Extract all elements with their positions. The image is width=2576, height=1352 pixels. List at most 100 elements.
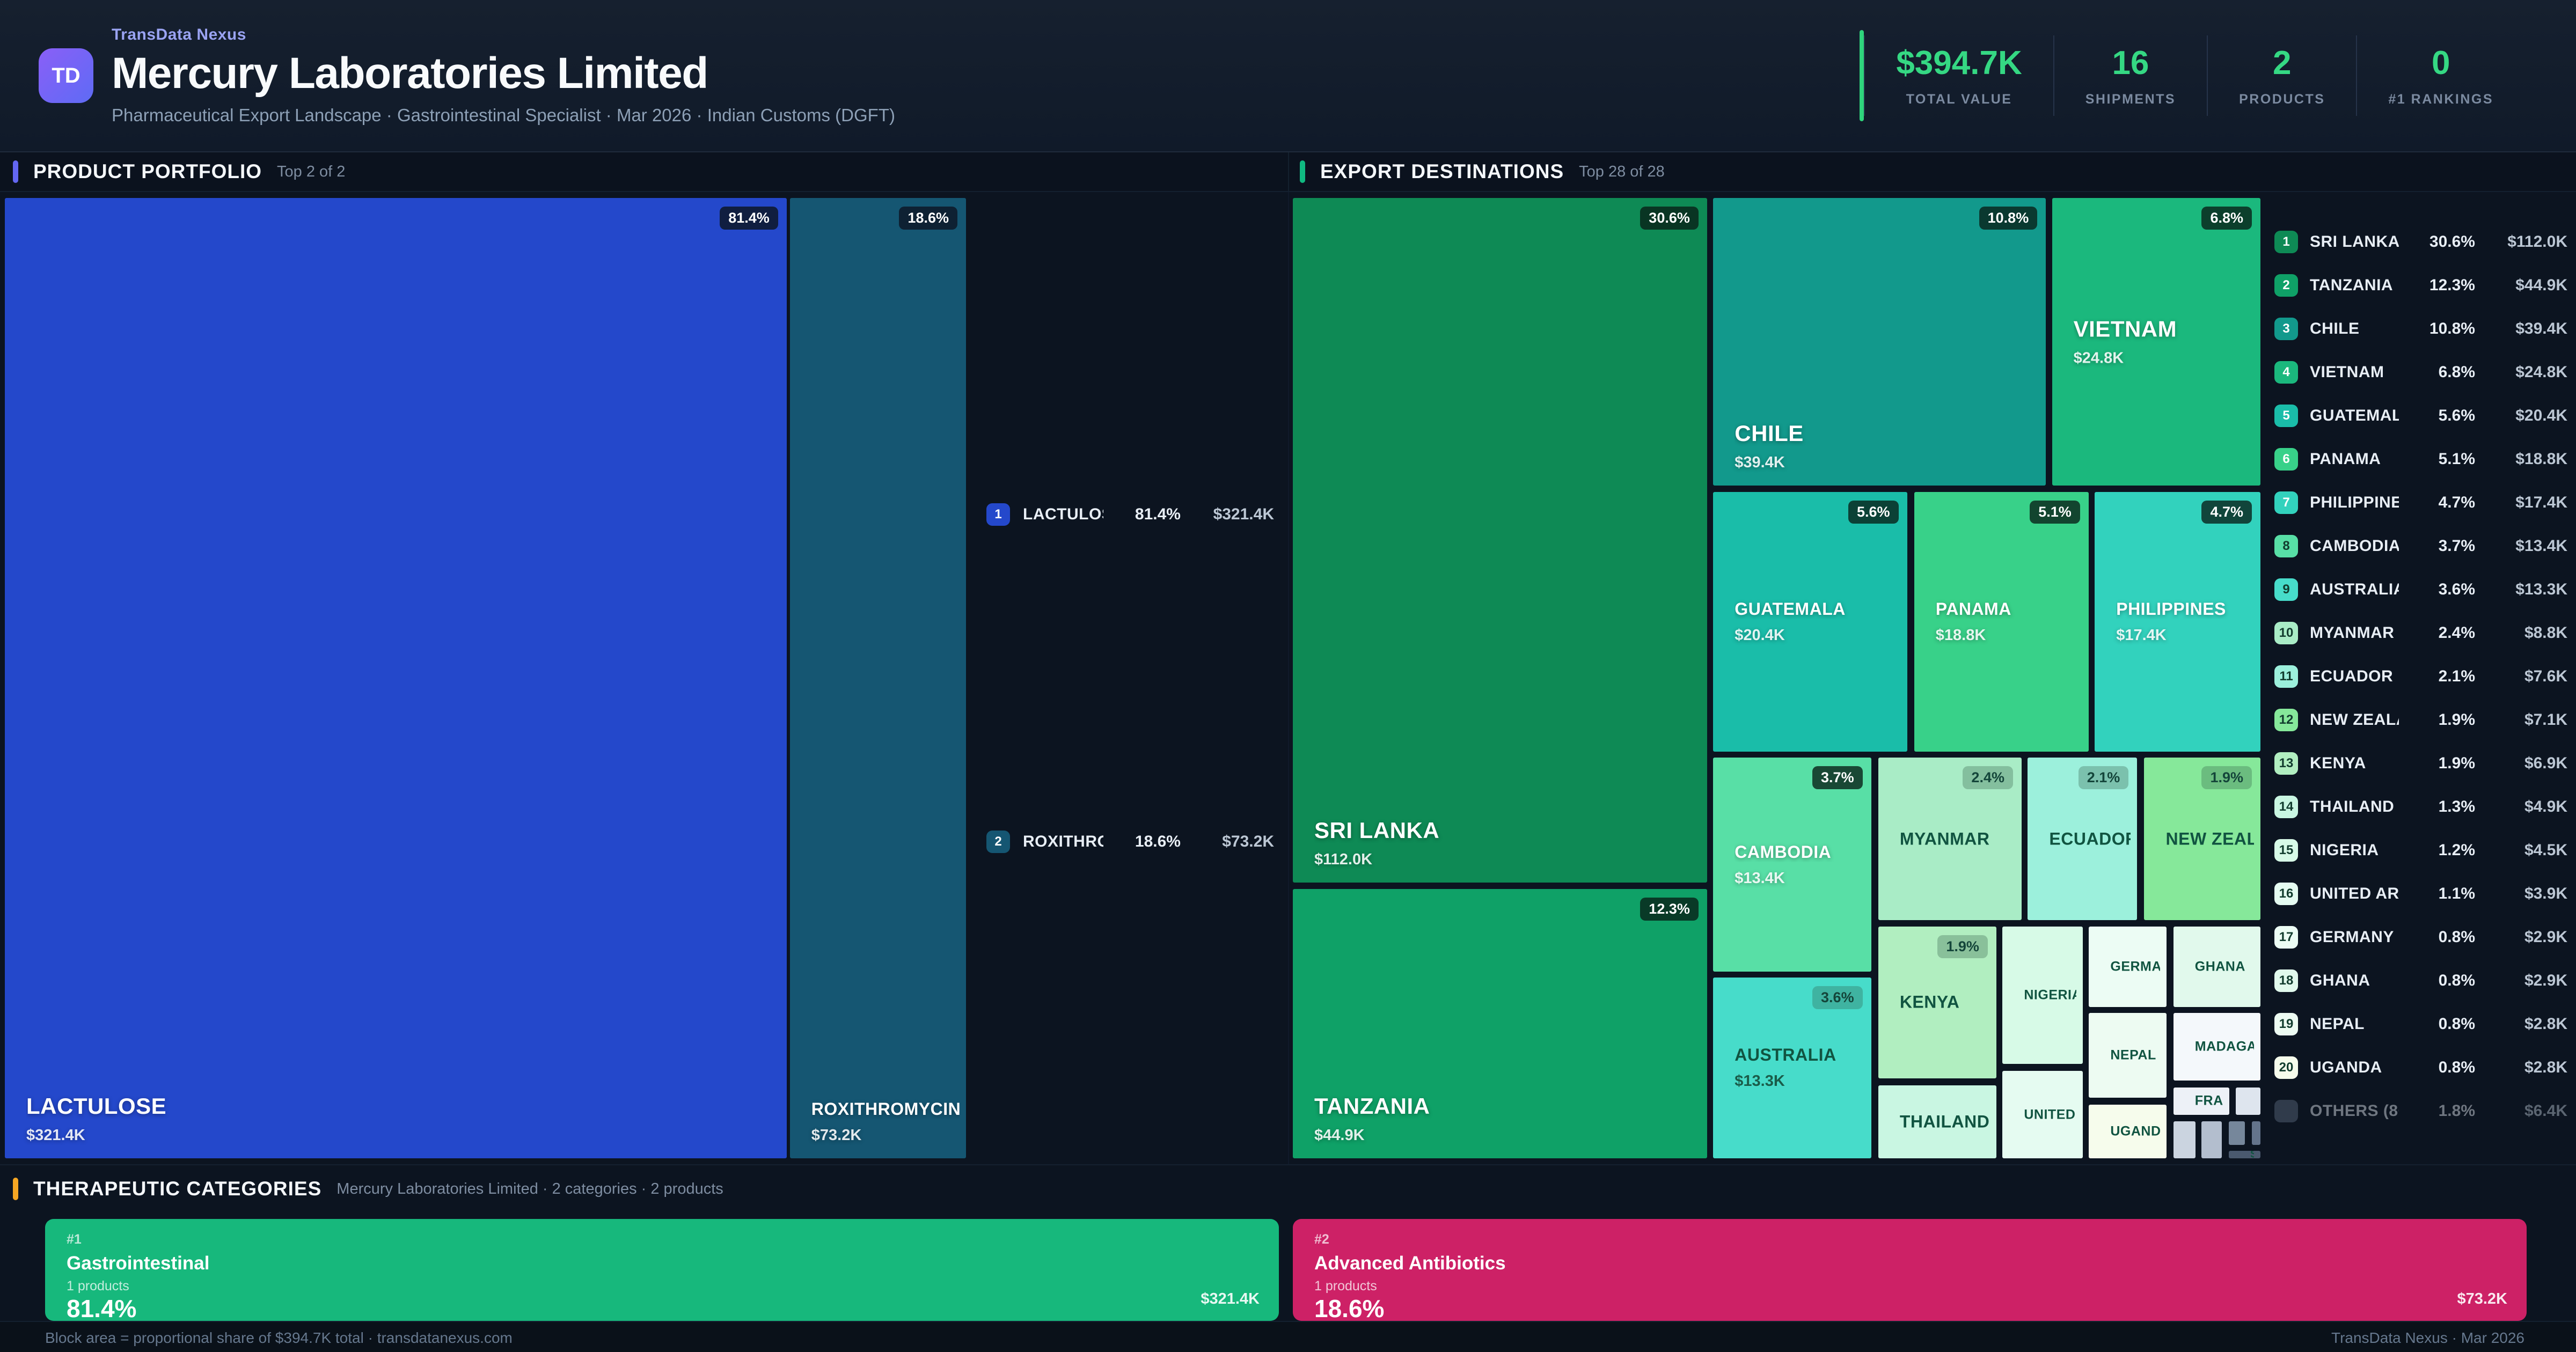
treemap-block-panama[interactable]: 5.1% PANAMA $18.8K — [1912, 490, 2090, 754]
treemap-block-uganda[interactable]: UGANDA — [2087, 1103, 2168, 1160]
country-row-guatemala[interactable]: 5 GUATEMALA 5.6% $20.4K — [2274, 394, 2567, 437]
treemap-block-ecuador[interactable]: 2.1% ECUADOR — [2026, 756, 2139, 922]
treemap-block-sri-lanka[interactable]: 30.6% SRI LANKA $112.0K — [1291, 196, 1709, 885]
treemap-block-malaysia[interactable]: MALAYSIA — [2250, 1119, 2262, 1147]
exports-accent-bar — [1300, 160, 1305, 183]
row-name: ROXITHROMYCIN — [1023, 833, 1103, 851]
row-name: GERMANY — [2310, 928, 2394, 946]
block-label: TANZANIA $44.9K — [1314, 1093, 1701, 1144]
treemap-block-united-arab-emirates[interactable]: UNITED ARAB EMIRATES — [2001, 1069, 2084, 1160]
block-label: GERMANY — [2110, 959, 2160, 974]
treemap-block-nepal[interactable]: NEPAL — [2087, 1011, 2168, 1099]
treemap-block-syria[interactable]: SYRIA — [2171, 1119, 2197, 1160]
block-name: ECUADOR — [2049, 829, 2131, 849]
rank-badge: 18 — [2274, 969, 2298, 992]
row-name: OTHERS (8+) — [2310, 1101, 2399, 1120]
country-row-myanmar[interactable]: 10 MYANMAR 2.4% $8.8K — [2274, 611, 2567, 655]
treemap-block-france[interactable]: FRANCE — [2171, 1085, 2231, 1117]
country-row-uganda[interactable]: 20 UGANDA 0.8% $2.8K — [2274, 1046, 2567, 1089]
pct-badge: 2.1% — [2078, 766, 2129, 790]
treemap-block-roxithromycin[interactable]: 18.6% ROXITHROMYCIN $73.2K — [788, 196, 968, 1160]
row-name: THAILAND — [2310, 797, 2395, 815]
treemap-block-ghana[interactable]: GHANA — [2171, 924, 2262, 1009]
country-row-panama[interactable]: 6 PANAMA 5.1% $18.8K — [2274, 437, 2567, 481]
treemap-block-vietnam[interactable]: 6.8% VIETNAM $24.8K — [2050, 196, 2262, 488]
row-value: $13.3K — [2515, 580, 2567, 598]
pct-badge: 4.7% — [2201, 500, 2252, 524]
country-row-australia[interactable]: 9 AUSTRALIA 3.6% $13.3K — [2274, 568, 2567, 611]
country-row-sri-lanka[interactable]: 1 SRI LANKA 30.6% $112.0K — [2274, 220, 2567, 263]
block-name: CHILE — [1735, 421, 1804, 446]
treemap-block-zimbabwe[interactable]: ZIMBABWE — [2227, 1119, 2247, 1147]
treemap-block-seychelles[interactable]: SEYCHELLES — [2227, 1149, 2262, 1160]
country-row-ecuador[interactable]: 11 ECUADOR 2.1% $7.6K — [2274, 655, 2567, 698]
pct-badge: 5.1% — [2030, 500, 2080, 524]
treemap-block-kenya[interactable]: 1.9% KENYA — [1876, 924, 1998, 1080]
block-label: KENYA — [1900, 993, 1990, 1012]
footer: Block area = proportional share of $394.… — [0, 1321, 2576, 1352]
rank-badge: 16 — [2274, 882, 2298, 905]
country-row-kenya[interactable]: 13 KENYA 1.9% $6.9K — [2274, 741, 2567, 785]
rank-badge: 13 — [2274, 752, 2298, 775]
category-card-gastrointestinal[interactable]: #1 Gastrointestinal 1 products 81.4% $321.4K — [45, 1219, 1279, 1322]
stat-divider — [2053, 35, 2054, 116]
pct-badge: 81.4% — [720, 207, 778, 230]
block-label: THAILAND — [1900, 1112, 1990, 1132]
treemap-block-china[interactable]: CHINA — [2234, 1085, 2262, 1117]
treemap-block-guatemala[interactable]: 5.6% GUATEMALA $20.4K — [1711, 490, 1909, 754]
stat-value: 2 — [2273, 45, 2292, 82]
country-row-ghana[interactable]: 18 GHANA 0.8% $2.9K — [2274, 959, 2567, 1002]
block-value: $73.2K — [811, 1127, 862, 1144]
country-row-united-arab-emirates[interactable]: 16 UNITED ARAB EMIRATES 1.1% $3.9K — [2274, 872, 2567, 915]
category-card-advanced-antibiotics[interactable]: #2 Advanced Antibiotics 1 products 18.6% $73… — [1293, 1219, 2527, 1322]
stat-value: 16 — [2112, 45, 2149, 82]
block-label: CAMBODIA $13.4K — [1735, 842, 1864, 887]
country-row-others[interactable]: OTHERS (8+) 1.8% $6.4K — [2274, 1089, 2567, 1133]
row-pct: 0.8% — [2438, 971, 2475, 989]
treemap-block-thailand[interactable]: THAILAND — [1876, 1084, 1998, 1160]
country-row-cambodia[interactable]: 8 CAMBODIA 3.7% $13.4K — [2274, 524, 2567, 568]
row-pct: 2.1% — [2438, 667, 2475, 685]
treemap-block-new-zealand[interactable]: 1.9% NEW ZEALAND — [2142, 756, 2262, 922]
country-row-thailand[interactable]: 14 THAILAND 1.3% $4.9K — [2274, 785, 2567, 828]
company-logo: TD — [39, 48, 93, 103]
row-name: UGANDA — [2310, 1058, 2382, 1076]
treemap-block-chile[interactable]: 10.8% CHILE $39.4K — [1711, 196, 2048, 488]
stat-divider — [2356, 35, 2358, 116]
treemap-block-malta[interactable]: MALTA — [2200, 1119, 2223, 1160]
country-row-nepal[interactable]: 19 NEPAL 0.8% $2.8K — [2274, 1002, 2567, 1046]
treemap-block-australia[interactable]: 3.6% AUSTRALIA $13.3K — [1711, 975, 1873, 1160]
card-pct: 18.6% — [1314, 1295, 1385, 1322]
product-row-lactulose[interactable]: 1 LACTULOSE 81.4% $321.4K — [972, 503, 1288, 526]
pct-badge: 12.3% — [1640, 897, 1699, 921]
footer-source: TransData Nexus · Mar 2026 — [2331, 1329, 2524, 1346]
header-stats: $394.7K TOTAL VALUE 16 SHIPMENTS 2 PRODUCTS 0 #… — [1860, 30, 2524, 121]
treemap-block-myanmar[interactable]: 2.4% MYANMAR — [1876, 756, 2023, 922]
treemap-block-philippines[interactable]: 4.7% PHILIPPINES $17.4K — [2093, 490, 2262, 754]
products-section-title: PRODUCT PORTFOLIO — [33, 160, 262, 182]
row-value: $4.5K — [2524, 841, 2567, 859]
treemap-block-nigeria[interactable]: NIGERIA — [2001, 924, 2084, 1066]
block-label: GUATEMALA $20.4K — [1735, 599, 1900, 644]
country-row-nigeria[interactable]: 15 NIGERIA 1.2% $4.5K — [2274, 828, 2567, 872]
row-pct: 1.2% — [2438, 841, 2475, 859]
treemap-block-tanzania[interactable]: 12.3% TANZANIA $44.9K — [1291, 887, 1709, 1160]
country-row-germany[interactable]: 17 GERMANY 0.8% $2.9K — [2274, 915, 2567, 959]
section-header-products: PRODUCT PORTFOLIO Top 2 of 2 — [0, 152, 1288, 191]
product-row-roxithromycin[interactable]: 2 ROXITHROMYCIN 18.6% $73.2K — [972, 831, 1288, 854]
country-row-chile[interactable]: 3 CHILE 10.8% $39.4K — [2274, 307, 2567, 350]
block-name: PANAMA — [1935, 599, 2011, 619]
treemap-block-madagascar[interactable]: MADAGASCAR — [2171, 1011, 2262, 1082]
treemap-block-lactulose[interactable]: 81.4% LACTULOSE $321.4K — [3, 196, 788, 1160]
rank-badge: 11 — [2274, 665, 2298, 688]
rank-badge: 2 — [986, 831, 1010, 854]
treemap-block-germany[interactable]: GERMANY — [2087, 924, 2168, 1009]
block-name: NEPAL — [2110, 1047, 2156, 1063]
country-row-philippines[interactable]: 7 PHILIPPINES 4.7% $17.4K — [2274, 481, 2567, 524]
country-row-new-zealand[interactable]: 12 NEW ZEALAND 1.9% $7.1K — [2274, 698, 2567, 741]
treemap-block-cambodia[interactable]: 3.7% CAMBODIA $13.4K — [1711, 756, 1873, 973]
block-value: $18.8K — [1935, 626, 1986, 644]
product-list: 1 LACTULOSE 81.4% $321.4K 2 ROXITHROMYCIN 18.6… — [972, 196, 1288, 1160]
country-row-tanzania[interactable]: 2 TANZANIA 12.3% $44.9K — [2274, 263, 2567, 307]
country-row-vietnam[interactable]: 4 VIETNAM 6.8% $24.8K — [2274, 350, 2567, 394]
